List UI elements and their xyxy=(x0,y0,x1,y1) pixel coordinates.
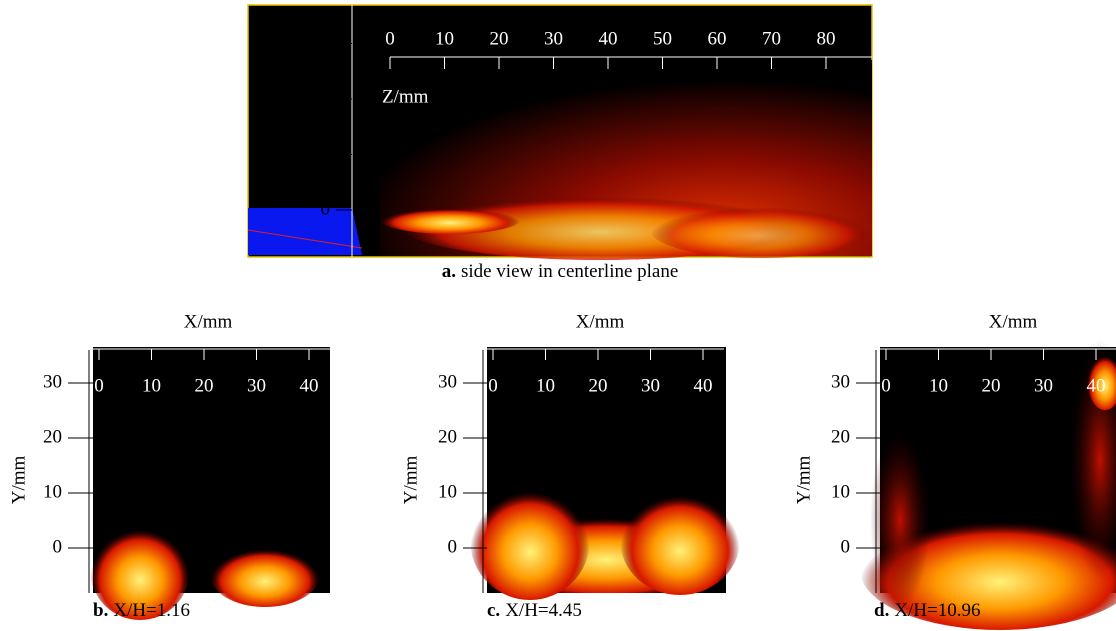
y-tick-label: 20 xyxy=(831,426,850,447)
y-tick-label: 30 xyxy=(831,371,850,392)
x-axis-label: X/mm xyxy=(184,311,233,332)
z-tick-label: 60 xyxy=(708,28,727,49)
y-tick-label: 10 xyxy=(43,481,62,502)
x-axis-label: X/mm xyxy=(576,311,625,332)
x-tick-label: 30 xyxy=(1034,375,1053,396)
y-tick-label: 10 xyxy=(311,143,330,164)
caption-label: a. xyxy=(442,261,456,282)
z-tick-label: 20 xyxy=(490,28,509,49)
z-tick-label: 50 xyxy=(653,28,672,49)
x-tick-label: 10 xyxy=(929,375,948,396)
caption-text: X/H=4.45 xyxy=(505,600,582,621)
y-tick-label: 10 xyxy=(438,481,457,502)
x-tick-label: 30 xyxy=(247,375,266,396)
caption: b.X/H=1.16 xyxy=(93,600,190,621)
y-tick-label: 30 xyxy=(311,32,330,53)
caption-a: a.side view in centerline plane xyxy=(442,261,679,282)
caption-text: X/H=10.96 xyxy=(894,600,980,621)
y-tick-label: 30 xyxy=(438,371,457,392)
y-tick-label: 0 xyxy=(841,536,851,557)
y-tick-label: 0 xyxy=(448,536,458,557)
x-tick-label: 40 xyxy=(694,375,713,396)
x-axis-label: X/mm xyxy=(989,311,1038,332)
caption-text: side view in centerline plane xyxy=(461,261,678,282)
x-tick-label: 10 xyxy=(536,375,555,396)
y-tick-label: 10 xyxy=(831,481,850,502)
caption: c.X/H=4.45 xyxy=(487,600,582,621)
y-tick-label: 0 xyxy=(53,536,63,557)
x-tick-label: 10 xyxy=(142,375,161,396)
caption-label: c. xyxy=(487,600,500,621)
z-tick-label: 40 xyxy=(599,28,618,49)
y-tick-label: 30 xyxy=(43,371,62,392)
x-tick-label: 0 xyxy=(94,375,104,396)
y-axis-label: Y/mm xyxy=(8,456,29,505)
x-tick-label: 40 xyxy=(300,375,319,396)
x-tick-label: 30 xyxy=(641,375,660,396)
z-tick-label: 0 xyxy=(385,28,395,49)
figure: a.side view in centerline plane 0 10 20 30 0… xyxy=(0,0,1116,631)
caption-label: b. xyxy=(93,600,108,621)
z-tick-label: 10 xyxy=(435,28,454,49)
z-tick-label: 30 xyxy=(544,28,563,49)
x-tick-label: 0 xyxy=(488,375,498,396)
z-tick-label: 80 xyxy=(817,28,836,49)
y-axis-label: Y/mm xyxy=(400,456,421,505)
y-axis-label: Y/mm xyxy=(793,456,814,505)
caption-text: X/H=1.16 xyxy=(113,600,190,621)
x-tick-label: 20 xyxy=(589,375,608,396)
z-axis-label: Z/mm xyxy=(382,86,429,107)
x-tick-label: 0 xyxy=(881,375,891,396)
x-tick-label: 40 xyxy=(1087,375,1106,396)
x-tick-label: 20 xyxy=(982,375,1001,396)
caption-label: d. xyxy=(874,600,889,621)
x-tick-label: 20 xyxy=(195,375,214,396)
z-tick-label: 70 xyxy=(762,28,781,49)
y-tick-label: 20 xyxy=(43,426,62,447)
y-tick-label: 0 xyxy=(321,198,331,219)
y-axis-label: Y/mm xyxy=(278,91,299,140)
y-tick-label: 20 xyxy=(311,87,330,108)
y-tick-label: 20 xyxy=(438,426,457,447)
